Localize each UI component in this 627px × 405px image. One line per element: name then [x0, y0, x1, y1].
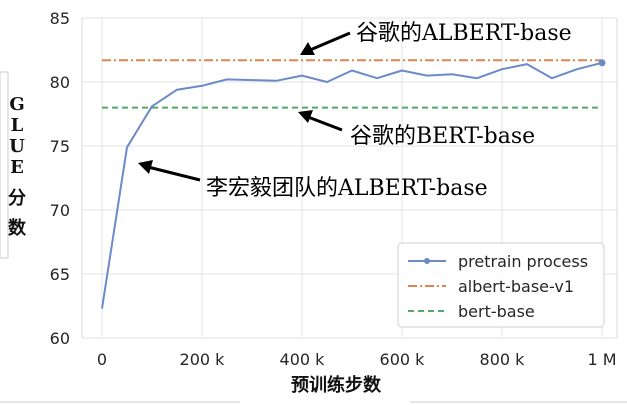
annotation-google-albert: 谷歌的ALBERT-base [356, 21, 572, 46]
legend-label-pretrain: pretrain process [458, 252, 588, 271]
y-axis-label-char-l: L [11, 115, 24, 136]
x-axis-title: 预训练步数 [291, 374, 382, 396]
y-axis-label: G L U E 分 数 [0, 71, 27, 259]
legend-label-albert: albert-base-v1 [458, 277, 574, 296]
annotations: 谷歌的ALBERT-base 谷歌的BERT-base 李宏毅团队的ALBERT… [138, 21, 572, 201]
y-tick-label: 70 [50, 201, 70, 220]
annotation-arrow-google-albert [309, 31, 351, 52]
y-axis-label-char-fen: 分 [8, 188, 26, 209]
x-tick-label: 1 M [587, 350, 616, 369]
legend-marker-pretrain [424, 258, 430, 264]
legend-box [397, 242, 605, 328]
annotation-arrowhead-google-bert [298, 110, 313, 123]
x-tick-label: 800 k [480, 350, 526, 369]
pretrain-process-line [101, 61, 603, 309]
annotation-google-bert: 谷歌的BERT-base [350, 124, 535, 149]
x-axis-label: 预训练步数 [0, 374, 627, 403]
legend: pretrain process albert-base-v1 bert-bas… [397, 242, 605, 328]
annotation-arrow-google-bert [307, 115, 343, 132]
y-tick-label: 80 [50, 73, 70, 92]
annotation-arrow-lhy-albert [147, 165, 201, 182]
annotation-arrowhead-lhy-albert [138, 160, 153, 174]
annotation-arrowhead-google-albert [300, 42, 315, 55]
legend-label-bert: bert-base [458, 302, 535, 321]
y-tick-label: 75 [50, 137, 70, 156]
pretrain-process-endpoint [598, 59, 606, 67]
x-tick-label: 200 k [180, 350, 226, 369]
x-tick-label: 400 k [280, 350, 326, 369]
pretrain-series [101, 59, 606, 309]
annotation-lhy-albert: 李宏毅团队的ALBERT-base [206, 176, 488, 201]
y-tick-label: 85 [50, 9, 70, 28]
y-tick-labels: 60 65 70 75 80 85 [50, 9, 70, 348]
y-tick-label: 60 [50, 329, 70, 348]
x-tick-labels: 0 200 k 400 k 600 k 800 k 1 M [97, 350, 617, 369]
y-tick-label: 65 [50, 265, 70, 284]
y-axis-label-char-shu: 数 [8, 217, 27, 239]
y-axis-label-char-e: E [10, 157, 24, 178]
reference-lines [102, 59, 602, 109]
x-tick-label: 600 k [380, 350, 426, 369]
y-axis-label-char-u: U [9, 136, 25, 157]
x-tick-label: 0 [97, 350, 107, 369]
y-axis-label-char-g: G [9, 94, 24, 115]
